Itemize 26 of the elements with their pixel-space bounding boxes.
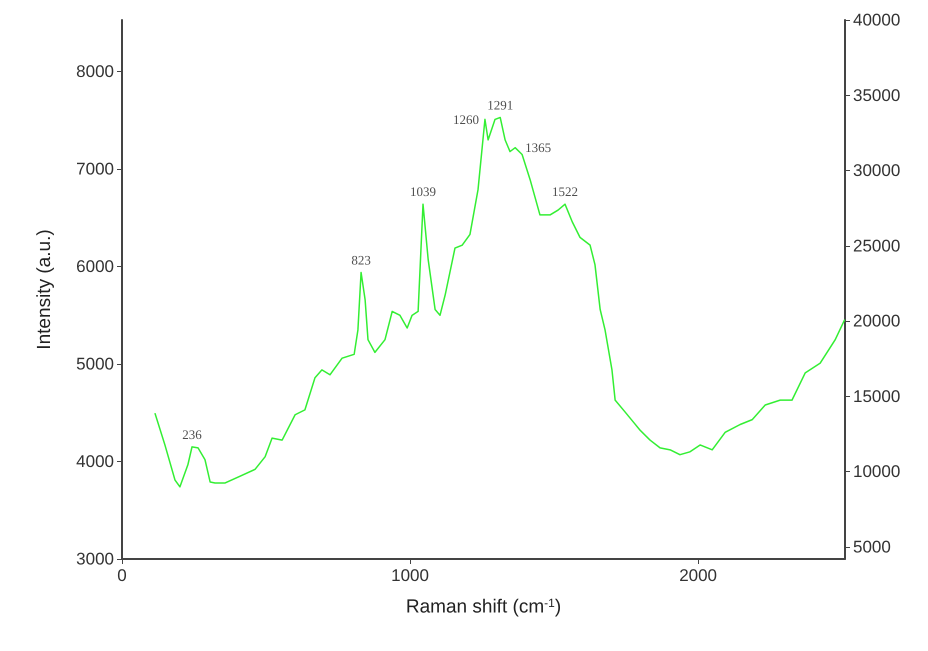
annotation: 236 bbox=[182, 426, 202, 442]
x-tick-label: 0 bbox=[117, 566, 127, 585]
y-tick-label: 6000 bbox=[76, 257, 114, 276]
y2-tick-label: 15000 bbox=[853, 386, 900, 406]
annotation: 1260 bbox=[452, 112, 479, 127]
annotation: 1522 bbox=[552, 184, 578, 200]
annotation: 1039 bbox=[410, 184, 436, 200]
y2-tick-label: 30000 bbox=[853, 161, 900, 180]
y-tick-label: 8000 bbox=[76, 62, 114, 82]
y2-tick-label: 25000 bbox=[853, 236, 900, 256]
y2-tick-label: 35000 bbox=[853, 86, 900, 105]
y-tick-label: 7000 bbox=[76, 160, 114, 179]
y-tick-label: 5000 bbox=[76, 354, 114, 374]
y2-tick-label: 5000 bbox=[853, 537, 891, 556]
annotation: 1365 bbox=[525, 140, 552, 156]
x-tick-label: 2000 bbox=[679, 566, 718, 585]
line-series bbox=[154, 116, 846, 488]
y2-tick-label: 20000 bbox=[853, 312, 900, 331]
annotation: 823 bbox=[351, 252, 371, 268]
annotation: 1291 bbox=[487, 97, 514, 112]
y-axis-title: Intensity (a.u.) bbox=[34, 229, 55, 350]
y2-tick-label: 10000 bbox=[853, 462, 900, 482]
x-tick-label: 1000 bbox=[391, 566, 429, 585]
y-tick-label: 4000 bbox=[76, 452, 114, 472]
y2-tick-label: 40000 bbox=[853, 10, 900, 30]
y-tick-label: 3000 bbox=[76, 550, 114, 568]
